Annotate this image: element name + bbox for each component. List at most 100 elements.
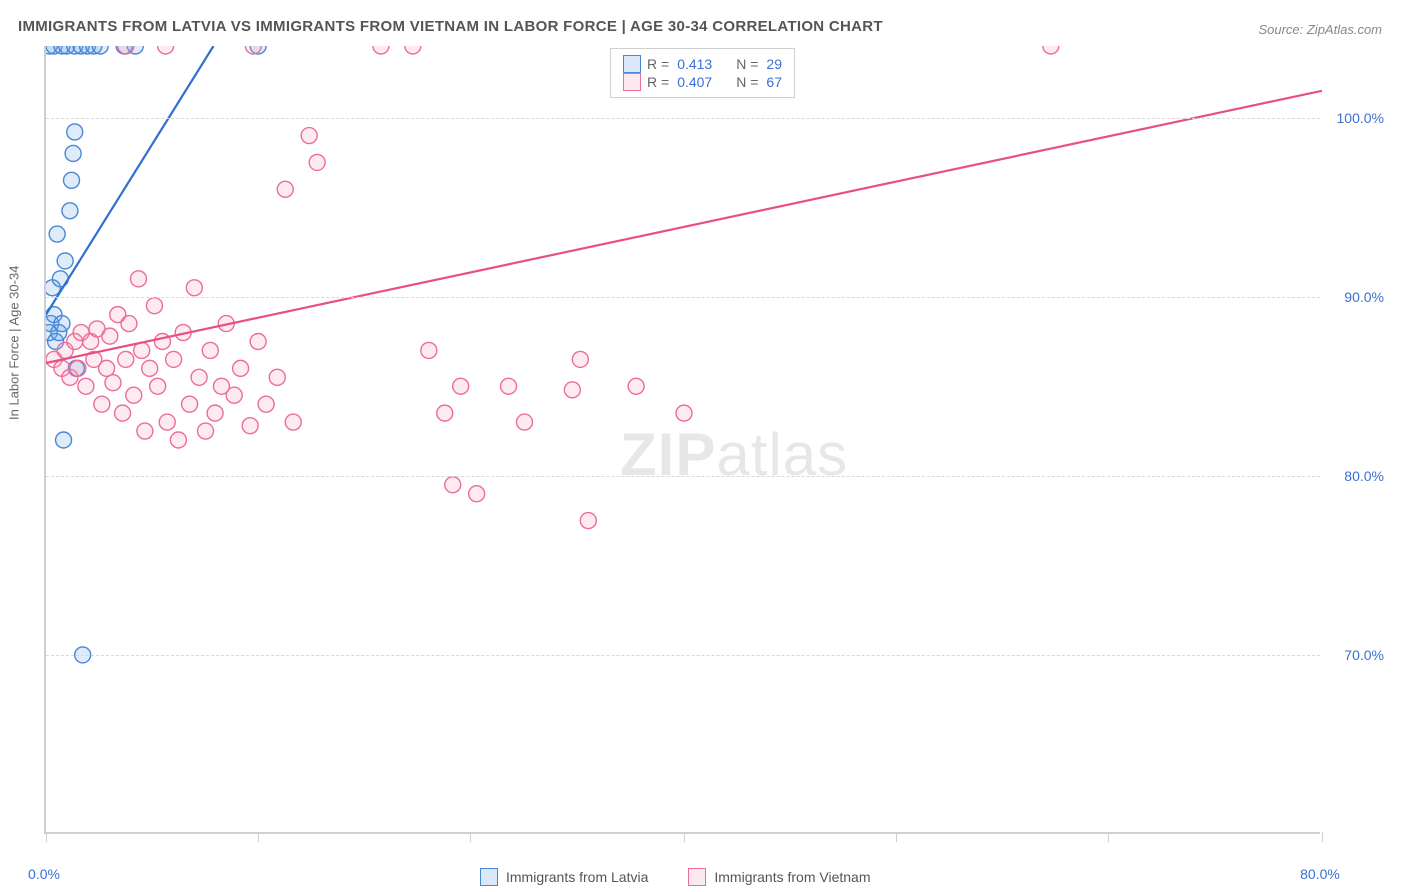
- data-point: [1043, 46, 1059, 54]
- x-tick: [684, 832, 685, 842]
- data-point: [57, 253, 73, 269]
- data-point: [226, 387, 242, 403]
- data-point: [142, 360, 158, 376]
- data-point: [65, 145, 81, 161]
- data-point: [105, 375, 121, 391]
- data-point: [102, 328, 118, 344]
- data-point: [277, 181, 293, 197]
- data-point: [676, 405, 692, 421]
- correlation-legend: R = 0.413 N = 29 R = 0.407 N = 67: [610, 48, 795, 98]
- legend-row: R = 0.413 N = 29: [623, 55, 782, 73]
- watermark-bold: ZIP: [620, 421, 716, 488]
- legend-label: Immigrants from Latvia: [506, 869, 648, 885]
- data-point: [67, 124, 83, 140]
- watermark-light: atlas: [716, 421, 848, 488]
- data-point: [301, 128, 317, 144]
- legend-label: Immigrants from Vietnam: [714, 869, 870, 885]
- x-tick-label: 0.0%: [28, 866, 60, 882]
- data-point: [115, 405, 131, 421]
- data-point: [198, 423, 214, 439]
- data-point: [159, 414, 175, 430]
- data-point: [56, 432, 72, 448]
- legend-swatch: [623, 73, 641, 91]
- legend-r-value: 0.413: [677, 56, 712, 72]
- gridline: [46, 297, 1320, 298]
- data-point: [202, 342, 218, 358]
- legend-r-label: R =: [647, 56, 669, 72]
- data-point: [150, 378, 166, 394]
- gridline: [46, 655, 1320, 656]
- x-tick: [1322, 832, 1323, 842]
- legend-row: R = 0.407 N = 67: [623, 73, 782, 91]
- x-tick: [470, 832, 471, 842]
- y-tick-label: 80.0%: [1344, 468, 1384, 484]
- data-point: [242, 418, 258, 434]
- y-tick-label: 90.0%: [1344, 289, 1384, 305]
- data-point: [373, 46, 389, 54]
- data-point: [517, 414, 533, 430]
- data-point: [564, 382, 580, 398]
- data-point: [501, 378, 517, 394]
- data-point: [437, 405, 453, 421]
- legend-r-label: R =: [647, 74, 669, 90]
- data-point: [62, 203, 78, 219]
- data-point: [64, 172, 80, 188]
- data-point: [445, 477, 461, 493]
- legend-n-value: 29: [766, 56, 782, 72]
- x-tick-label: 80.0%: [1300, 866, 1340, 882]
- legend-item: Immigrants from Vietnam: [688, 868, 870, 886]
- data-point: [49, 226, 65, 242]
- data-point: [94, 396, 110, 412]
- series-legend: Immigrants from Latvia Immigrants from Vi…: [480, 868, 871, 886]
- x-tick: [258, 832, 259, 842]
- x-tick: [896, 832, 897, 842]
- data-point: [250, 334, 266, 350]
- data-point: [186, 280, 202, 296]
- data-point: [572, 351, 588, 367]
- legend-item: Immigrants from Latvia: [480, 868, 648, 886]
- data-point: [628, 378, 644, 394]
- x-tick: [1108, 832, 1109, 842]
- data-point: [146, 298, 162, 314]
- data-point: [405, 46, 421, 54]
- y-tick-label: 70.0%: [1344, 647, 1384, 663]
- data-point: [453, 378, 469, 394]
- legend-r-value: 0.407: [677, 74, 712, 90]
- data-point: [182, 396, 198, 412]
- data-point: [285, 414, 301, 430]
- legend-swatch: [480, 868, 498, 886]
- data-point: [469, 486, 485, 502]
- legend-n-label: N =: [736, 74, 758, 90]
- data-point: [121, 316, 137, 332]
- data-point: [126, 387, 142, 403]
- data-point: [54, 316, 70, 332]
- trend-line: [46, 91, 1322, 363]
- data-point: [99, 360, 115, 376]
- data-point: [309, 154, 325, 170]
- data-point: [269, 369, 285, 385]
- data-point: [421, 342, 437, 358]
- data-point: [170, 432, 186, 448]
- y-axis-label: In Labor Force | Age 30-34: [7, 266, 22, 420]
- data-point: [78, 378, 94, 394]
- data-point: [131, 271, 147, 287]
- data-point: [137, 423, 153, 439]
- legend-swatch: [688, 868, 706, 886]
- data-point: [166, 351, 182, 367]
- x-tick: [46, 832, 47, 842]
- y-tick-label: 100.0%: [1337, 110, 1384, 126]
- data-point: [70, 360, 86, 376]
- data-point: [233, 360, 249, 376]
- legend-swatch: [623, 55, 641, 73]
- data-point: [158, 46, 174, 54]
- data-point: [258, 396, 274, 412]
- legend-n-value: 67: [766, 74, 782, 90]
- source-attribution: Source: ZipAtlas.com: [1258, 22, 1382, 37]
- data-point: [580, 513, 596, 529]
- watermark: ZIPatlas: [620, 420, 848, 489]
- data-point: [207, 405, 223, 421]
- gridline: [46, 118, 1320, 119]
- legend-n-label: N =: [736, 56, 758, 72]
- data-point: [118, 351, 134, 367]
- chart-title: IMMIGRANTS FROM LATVIA VS IMMIGRANTS FRO…: [18, 18, 883, 35]
